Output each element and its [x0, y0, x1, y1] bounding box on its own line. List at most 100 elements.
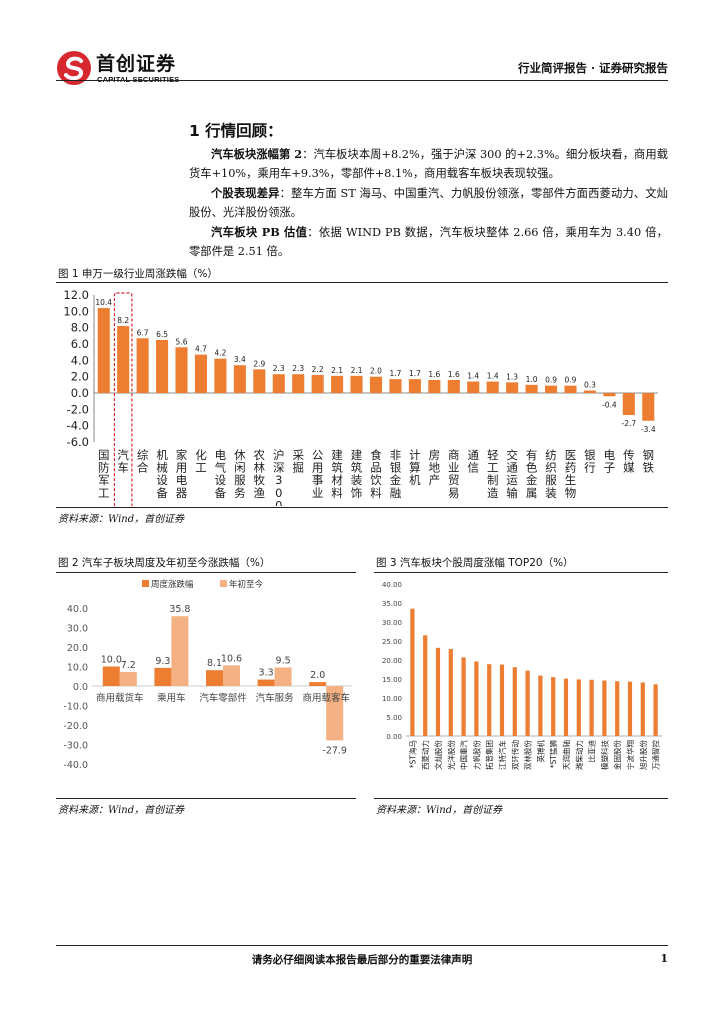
figure-2-title: 图 2 汽车子板块周度及年初至今涨跌幅（%） — [58, 557, 271, 569]
bar — [435, 647, 441, 736]
bar — [408, 379, 421, 393]
bar — [467, 381, 480, 393]
category-label: 计 — [409, 448, 421, 462]
category-label: 饮 — [370, 473, 382, 487]
y-tick-label: 10.00 — [382, 695, 402, 703]
data-label: 9.3 — [155, 656, 170, 667]
category-label: 深 — [273, 461, 285, 475]
category-label: 生 — [565, 473, 577, 487]
figure-2-top-rule — [56, 572, 356, 573]
bar — [512, 667, 517, 736]
brand-name: 首创证券 — [96, 53, 177, 75]
category-label: 房 — [429, 448, 441, 462]
data-label: 3.3 — [259, 668, 274, 679]
category-label: 0 — [275, 498, 282, 506]
bar — [423, 635, 428, 736]
data-label: 0.3 — [584, 381, 596, 390]
paragraph-lead: 汽车板块涨幅第 2 — [211, 147, 303, 161]
logo-icon — [57, 51, 91, 85]
y-tick-label: 20.00 — [382, 657, 402, 665]
bar — [564, 385, 577, 393]
y-tick-label: -4.0 — [67, 419, 89, 433]
legend-swatch — [142, 580, 149, 587]
y-tick-label: -20.0 — [63, 721, 88, 732]
category-label: 械 — [156, 461, 168, 475]
bar — [102, 666, 120, 686]
category-label: 器 — [176, 486, 188, 500]
category-label: 银 — [390, 461, 402, 475]
category-label: 3 — [275, 473, 282, 487]
figure-3-chart: 40.00 35.00 30.00 25.00 20.00 15.00 10.00 5.00 0… — [382, 581, 662, 770]
category-label: 旭升股份 — [638, 740, 648, 770]
category-label: 工 — [195, 461, 207, 475]
category-label: 0 — [275, 486, 282, 500]
category-label: 媒 — [623, 461, 635, 475]
bar — [136, 338, 149, 393]
category-label: 合 — [137, 461, 149, 475]
category-label: 装 — [351, 473, 363, 487]
bar — [499, 664, 505, 736]
category-label: 非 — [390, 448, 402, 462]
y-tick-label: 0.0 — [71, 386, 89, 400]
category-label: 金 — [526, 473, 538, 487]
category-label: 筑 — [351, 461, 363, 475]
category-label: 防 — [98, 461, 110, 475]
data-label: 10.0 — [101, 655, 122, 666]
category-label: 家 — [176, 448, 188, 462]
y-tick-label: 25.00 — [382, 638, 402, 646]
category-label: 信 — [467, 461, 479, 475]
category-label: 文灿股份 — [433, 740, 443, 770]
category-label: 电 — [215, 448, 227, 462]
category-label: 牧 — [254, 473, 266, 487]
paragraph-sector: 汽车板块涨幅第 2：汽车板块本周+8.2%，强于沪深 300 的+2.3%。细分… — [189, 145, 668, 183]
category-label: 易 — [448, 486, 460, 500]
paragraph-lead: 个股表现差异 — [211, 186, 280, 200]
category-label: 建 — [351, 448, 363, 462]
category-label: 渔 — [254, 486, 266, 500]
data-label: 1.4 — [487, 372, 499, 381]
bar — [487, 664, 492, 736]
category-label: 力帆股份 — [471, 740, 481, 770]
bar — [156, 339, 169, 393]
data-label: 10.4 — [95, 298, 112, 307]
category-label: 金固股份 — [612, 740, 622, 770]
legend-label: 年初至今 — [229, 579, 264, 590]
bar — [461, 657, 466, 736]
category-label: 子 — [604, 461, 616, 475]
category-label: 用 — [312, 461, 324, 475]
category-label: 色 — [526, 461, 538, 475]
paragraph-text: ：汽车板块本周+8.2%，强于沪深 300 的+2.3%。细分板块看，商用载货车… — [189, 148, 669, 180]
category-label: 通 — [467, 448, 479, 462]
category-label: 掘 — [292, 461, 304, 475]
category-label: 装 — [545, 486, 557, 500]
bar — [545, 385, 558, 393]
bar — [331, 375, 344, 393]
category-label: 钢 — [643, 448, 655, 462]
data-label: 7.2 — [121, 660, 136, 671]
category-label: 国 — [98, 448, 110, 462]
legend-swatch — [220, 580, 227, 587]
data-label: 1.3 — [506, 372, 518, 381]
footer-disclaimer: 请务必仔细阅读本报告最后部分的重要法律声明 — [251, 954, 473, 966]
y-tick-label: 0.0 — [73, 682, 88, 693]
data-label: 2.1 — [351, 366, 363, 375]
category-label: 双林股份 — [523, 740, 533, 770]
bar — [326, 686, 344, 741]
bar — [506, 382, 519, 393]
bar — [253, 369, 266, 393]
data-label: 0.9 — [565, 376, 577, 385]
y-tick-label: 35.00 — [382, 600, 402, 608]
category-label: 汽车服务 — [256, 692, 295, 704]
category-label: 运 — [506, 473, 518, 487]
bar — [525, 670, 530, 736]
figure-1-title: 图 1 申万一级行业周涨跌幅（%） — [58, 268, 218, 280]
category-label: 筑 — [331, 461, 343, 475]
category-label: 融 — [390, 486, 402, 500]
bar — [525, 384, 538, 393]
bar — [486, 381, 499, 393]
data-label: -27.9 — [322, 745, 347, 756]
y-tick-label: 5.00 — [386, 714, 402, 722]
category-label: 轻 — [487, 448, 499, 462]
bar — [175, 347, 188, 393]
category-label: 交 — [506, 448, 518, 462]
